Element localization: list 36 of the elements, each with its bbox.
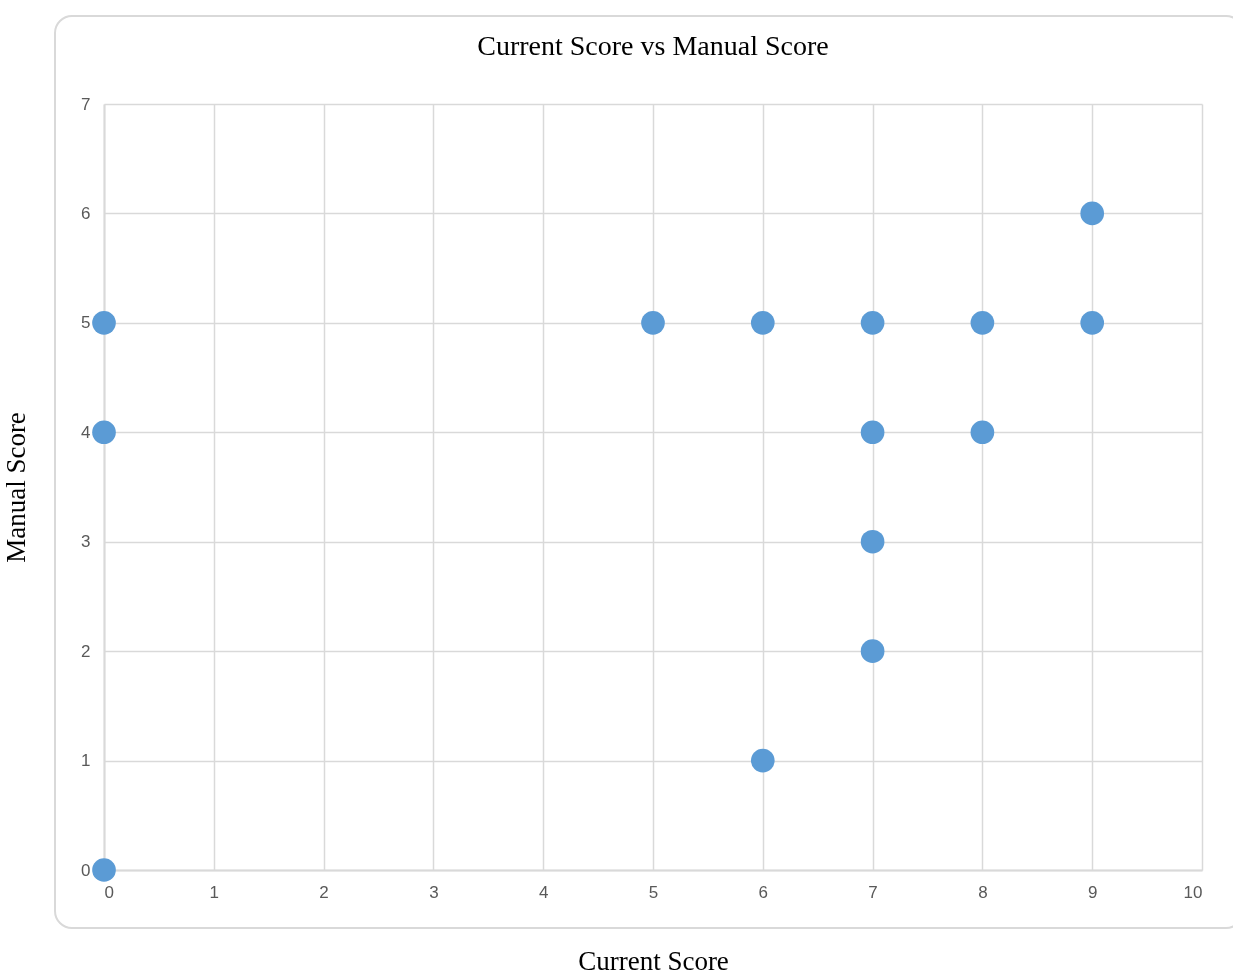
y-tick-label: 3: [81, 532, 91, 552]
point: [1080, 311, 1105, 335]
point: [860, 529, 885, 554]
y-tick-label: 0: [81, 860, 91, 880]
point: [92, 420, 116, 445]
x-tick-label: 7: [868, 882, 878, 902]
x-tick-label: 8: [978, 882, 988, 902]
x-tick-label: 9: [1087, 882, 1098, 902]
point: [750, 311, 775, 335]
x-tick-label: 6: [758, 882, 769, 902]
y-tick-label: 2: [81, 641, 91, 661]
x-axis-title: Current Score: [578, 945, 729, 974]
x-tick-label: 3: [429, 882, 439, 902]
point: [92, 858, 116, 882]
y-tick-label: 7: [81, 94, 91, 114]
x-tick-label: 2: [319, 882, 329, 902]
x-tick-label: 4: [538, 882, 549, 902]
chart-title: Current Score vs Manual Score: [477, 30, 829, 61]
point: [641, 311, 665, 335]
y-tick-label: 1: [81, 751, 91, 771]
point: [970, 420, 995, 445]
x-tick-label: 10: [1183, 882, 1203, 902]
y-tick-label: 5: [81, 313, 91, 333]
point: [92, 311, 116, 335]
point: [1080, 201, 1105, 226]
point: [970, 311, 995, 335]
point: [750, 748, 775, 773]
point: [860, 311, 885, 335]
point: [860, 420, 885, 445]
y-axis-title: Manual Score: [1, 412, 32, 563]
y-tick-label: 6: [81, 203, 91, 223]
x-tick-label: 1: [209, 882, 220, 902]
x-tick-label: 0: [104, 882, 114, 902]
point: [860, 639, 885, 663]
x-tick-label: 5: [648, 882, 659, 902]
y-tick-label: 4: [81, 422, 91, 442]
